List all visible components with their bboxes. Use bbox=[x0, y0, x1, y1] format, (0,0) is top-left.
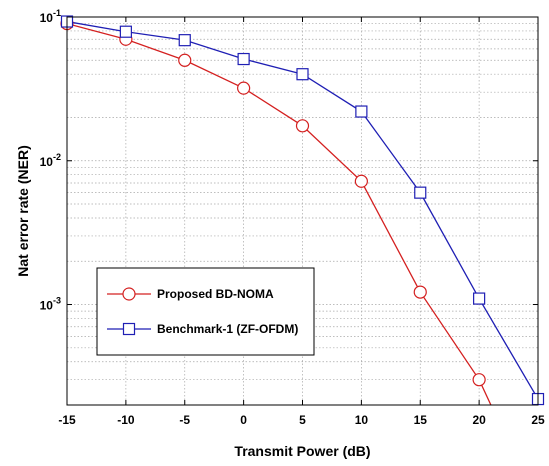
x-tick-label: 25 bbox=[531, 413, 545, 427]
series-2-point bbox=[178, 34, 191, 47]
legend-marker-2 bbox=[122, 322, 136, 336]
series-2-point bbox=[119, 25, 132, 38]
y-axis-title: Nat error rate (NER) bbox=[15, 145, 31, 276]
x-tick-label: 10 bbox=[355, 413, 369, 427]
series-1-point bbox=[178, 53, 192, 67]
series-2-point bbox=[414, 186, 427, 199]
x-tick-label: 0 bbox=[240, 413, 247, 427]
legend: Proposed BD-NOMA Benchmark-1 (ZF-OFDM) bbox=[96, 267, 315, 356]
series-1-point bbox=[472, 373, 486, 387]
series-1-point bbox=[295, 119, 310, 133]
x-tick-label: -10 bbox=[117, 413, 135, 427]
y-tick-label: 10-3 bbox=[40, 296, 61, 313]
series-2-point bbox=[237, 52, 250, 66]
legend-marker-1 bbox=[122, 287, 136, 301]
series-2-point bbox=[355, 105, 368, 118]
x-tick-label: 5 bbox=[299, 413, 306, 427]
series-1-point bbox=[354, 174, 368, 188]
ticks: -15 -10 -5 0 5 10 15 20 25 10-1 10-2 10-3 bbox=[40, 8, 545, 427]
y-tick-label: 10-2 bbox=[40, 152, 61, 169]
x-tick-label: -15 bbox=[58, 413, 76, 427]
legend-label-1: Proposed BD-NOMA bbox=[157, 287, 274, 301]
x-axis-title: Transmit Power (dB) bbox=[234, 443, 370, 459]
series-layer bbox=[60, 15, 545, 406]
y-tick-label: 10-1 bbox=[40, 8, 61, 25]
series-1-point bbox=[413, 285, 427, 299]
legend-box bbox=[96, 267, 315, 356]
x-tick-label: 20 bbox=[472, 413, 486, 427]
series-2-point bbox=[473, 292, 486, 305]
x-tick-label: -5 bbox=[179, 413, 190, 427]
series-2-point bbox=[296, 68, 309, 81]
legend-label-2: Benchmark-1 (ZF-OFDM) bbox=[157, 322, 298, 336]
x-tick-label: 15 bbox=[414, 413, 428, 427]
series-1-point bbox=[237, 81, 251, 95]
